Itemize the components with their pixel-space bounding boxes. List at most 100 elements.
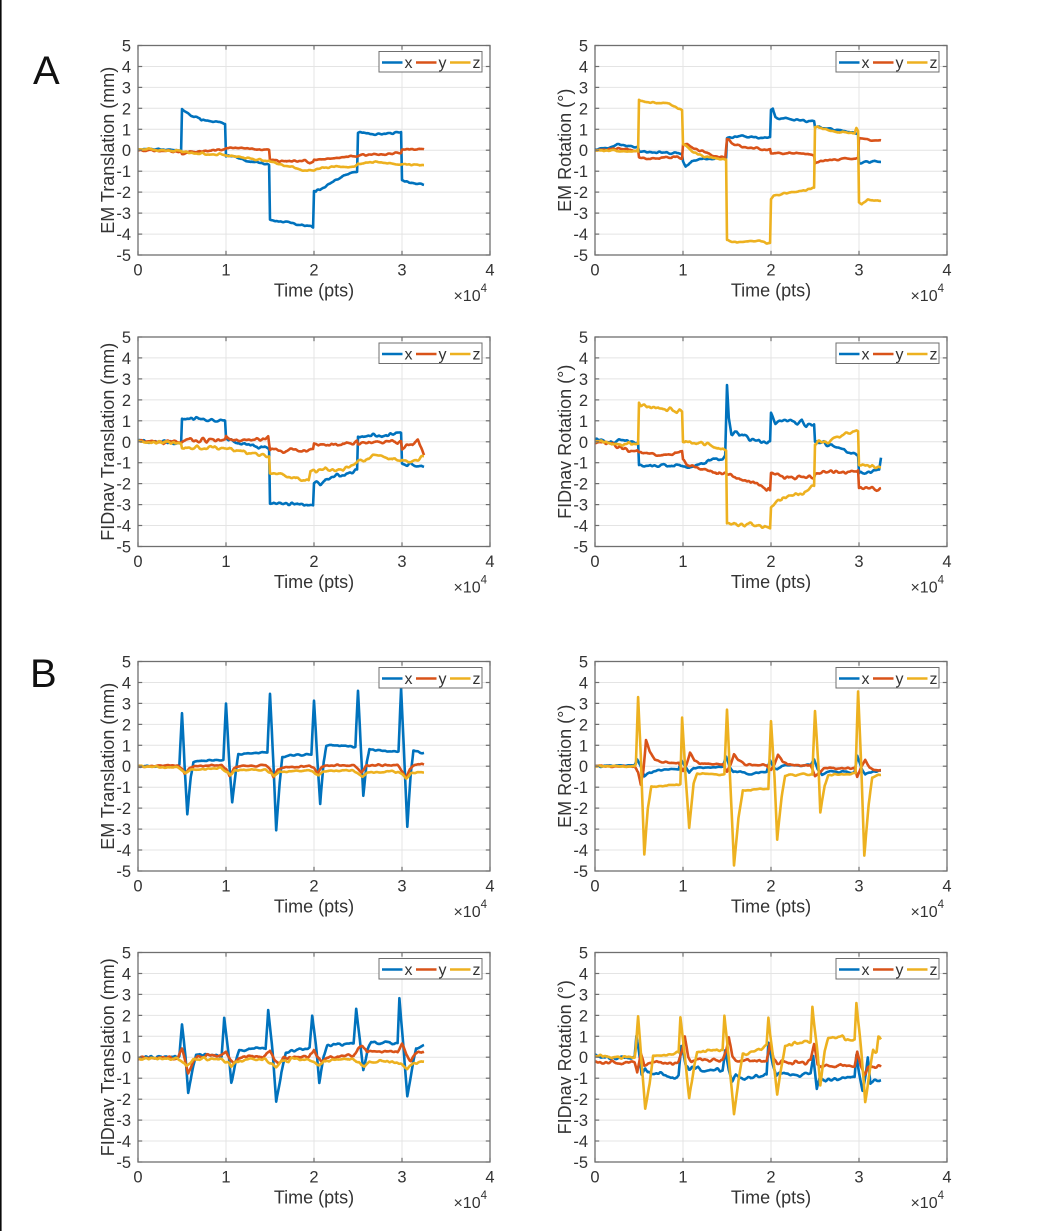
svg-text:3: 3	[579, 695, 588, 713]
svg-text:1: 1	[579, 1028, 588, 1046]
svg-text:Time (pts): Time (pts)	[274, 1188, 354, 1208]
svg-text:-4: -4	[573, 518, 588, 536]
svg-text:-5: -5	[116, 1154, 131, 1172]
svg-text:2: 2	[579, 392, 588, 410]
svg-text:x: x	[862, 962, 870, 979]
svg-text:-3: -3	[116, 821, 131, 839]
svg-text:-2: -2	[573, 476, 588, 494]
svg-text:-5: -5	[573, 863, 588, 881]
svg-text:-1: -1	[116, 455, 131, 473]
svg-text:2: 2	[122, 1007, 131, 1025]
svg-text:z: z	[930, 962, 938, 979]
svg-text:4: 4	[122, 675, 131, 693]
svg-text:-2: -2	[573, 184, 588, 202]
svg-text:Time (pts): Time (pts)	[274, 281, 354, 301]
svg-text:-5: -5	[573, 1154, 588, 1172]
svg-text:5: 5	[122, 329, 131, 347]
svg-text:-1: -1	[116, 1070, 131, 1088]
svg-text:FIDnav Translation (mm): FIDnav Translation (mm)	[98, 958, 118, 1156]
svg-text:-3: -3	[116, 497, 131, 515]
svg-text:B: B	[30, 652, 57, 696]
svg-text:2: 2	[309, 878, 318, 896]
svg-text:5: 5	[122, 38, 131, 56]
svg-text:1: 1	[678, 1169, 687, 1187]
svg-text:-4: -4	[573, 1133, 588, 1151]
svg-text:×104: ×104	[910, 899, 944, 921]
svg-text:1: 1	[678, 262, 687, 280]
svg-text:0: 0	[133, 878, 142, 896]
svg-text:-3: -3	[573, 205, 588, 223]
svg-text:-5: -5	[116, 863, 131, 881]
svg-text:2: 2	[766, 262, 775, 280]
svg-text:3: 3	[854, 553, 863, 571]
svg-text:2: 2	[122, 100, 131, 118]
svg-text:Time (pts): Time (pts)	[274, 897, 354, 917]
svg-text:-3: -3	[116, 205, 131, 223]
svg-text:2: 2	[122, 392, 131, 410]
svg-text:3: 3	[854, 1169, 863, 1187]
svg-text:3: 3	[122, 986, 131, 1004]
svg-text:5: 5	[579, 945, 588, 963]
svg-text:x: x	[405, 671, 413, 688]
svg-text:x: x	[405, 55, 413, 72]
svg-text:-4: -4	[116, 842, 131, 860]
svg-text:4: 4	[942, 553, 951, 571]
svg-text:-2: -2	[116, 184, 131, 202]
svg-text:y: y	[896, 346, 904, 363]
svg-text:-5: -5	[116, 247, 131, 265]
svg-text:-1: -1	[573, 1070, 588, 1088]
svg-text:0: 0	[133, 262, 142, 280]
svg-text:x: x	[862, 671, 870, 688]
svg-text:4: 4	[485, 1169, 494, 1187]
svg-text:1: 1	[579, 121, 588, 139]
svg-text:2: 2	[309, 1169, 318, 1187]
svg-text:-4: -4	[116, 1133, 131, 1151]
svg-text:-1: -1	[116, 163, 131, 181]
svg-text:1: 1	[122, 737, 131, 755]
svg-text:0: 0	[579, 758, 588, 776]
svg-text:2: 2	[579, 1007, 588, 1025]
svg-text:×104: ×104	[453, 1190, 487, 1212]
svg-text:z: z	[473, 671, 481, 688]
svg-text:1: 1	[678, 878, 687, 896]
svg-text:4: 4	[122, 966, 131, 984]
svg-text:2: 2	[766, 878, 775, 896]
svg-text:z: z	[930, 671, 938, 688]
svg-text:2: 2	[766, 553, 775, 571]
svg-text:2: 2	[122, 716, 131, 734]
svg-text:-2: -2	[573, 1091, 588, 1109]
svg-text:0: 0	[590, 878, 599, 896]
svg-text:×104: ×104	[453, 575, 487, 597]
svg-text:5: 5	[579, 38, 588, 56]
svg-text:4: 4	[942, 1169, 951, 1187]
svg-text:×104: ×104	[910, 283, 944, 305]
svg-text:0: 0	[579, 142, 588, 160]
svg-text:x: x	[405, 346, 413, 363]
svg-text:-1: -1	[573, 163, 588, 181]
svg-text:EM Translation (mm): EM Translation (mm)	[98, 67, 118, 234]
svg-text:0: 0	[579, 434, 588, 452]
svg-text:y: y	[439, 962, 447, 979]
svg-text:-3: -3	[573, 1112, 588, 1130]
svg-text:4: 4	[942, 262, 951, 280]
svg-text:4: 4	[485, 553, 494, 571]
svg-text:-3: -3	[116, 1112, 131, 1130]
svg-text:3: 3	[397, 1169, 406, 1187]
svg-text:Time (pts): Time (pts)	[731, 1188, 811, 1208]
svg-text:0: 0	[590, 1169, 599, 1187]
svg-text:z: z	[473, 55, 481, 72]
svg-text:-4: -4	[116, 226, 131, 244]
svg-text:3: 3	[854, 878, 863, 896]
svg-text:Time (pts): Time (pts)	[274, 572, 354, 592]
svg-text:4: 4	[122, 59, 131, 77]
svg-text:-1: -1	[116, 779, 131, 797]
svg-text:0: 0	[590, 262, 599, 280]
svg-text:4: 4	[942, 878, 951, 896]
svg-text:1: 1	[221, 878, 230, 896]
svg-text:4: 4	[485, 878, 494, 896]
svg-text:2: 2	[579, 716, 588, 734]
svg-text:3: 3	[579, 986, 588, 1004]
svg-text:5: 5	[579, 329, 588, 347]
svg-text:0: 0	[590, 553, 599, 571]
svg-text:0: 0	[122, 434, 131, 452]
